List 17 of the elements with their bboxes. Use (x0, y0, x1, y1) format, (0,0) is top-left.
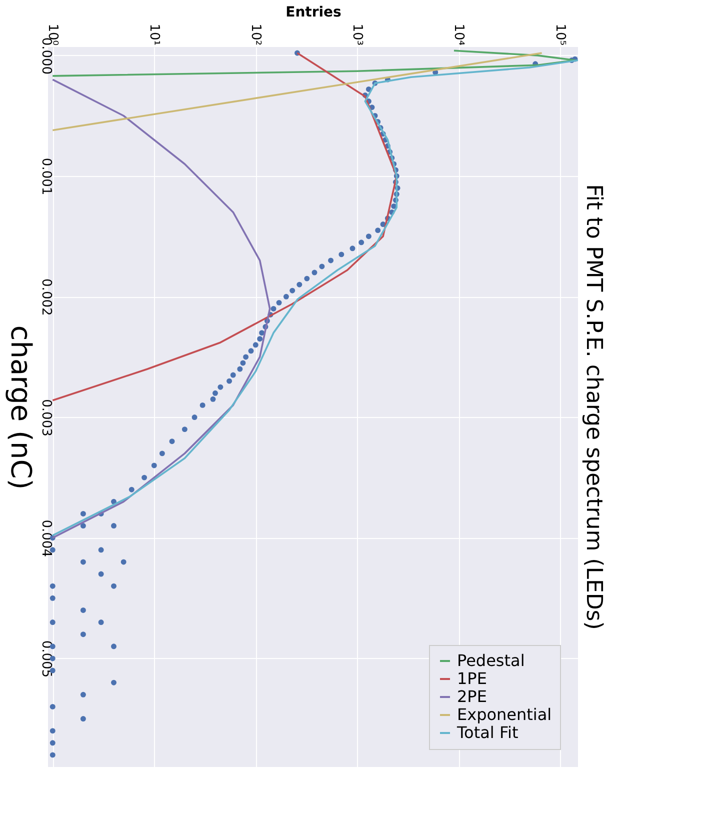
legend-label: Pedestal (457, 651, 525, 670)
x-tick-label: 10⁵ (552, 24, 568, 46)
x-tick-label: 10² (248, 24, 264, 46)
legend-label: Total Fit (456, 723, 518, 742)
x-tick-label: 10⁴ (451, 24, 466, 46)
text: Fit to PMT S.P.E. charge spectrum (LEDs) (581, 184, 606, 630)
y-tick-label: 0.002 (38, 278, 54, 316)
x-tick-label: 10³ (350, 24, 365, 46)
y-tick-label: 0.004 (38, 520, 54, 557)
y-tick-label: 0.003 (38, 399, 54, 436)
x-axis-title: Entries (286, 4, 342, 21)
legend-label: 2PE (457, 687, 487, 706)
y-tick-label: 0.001 (38, 158, 54, 196)
legend-label: 1PE (457, 669, 487, 688)
legend-label: Exponential (457, 705, 552, 724)
x-tick-label: 10¹ (146, 24, 162, 46)
y-axis-title: charge (nC) (4, 325, 38, 490)
